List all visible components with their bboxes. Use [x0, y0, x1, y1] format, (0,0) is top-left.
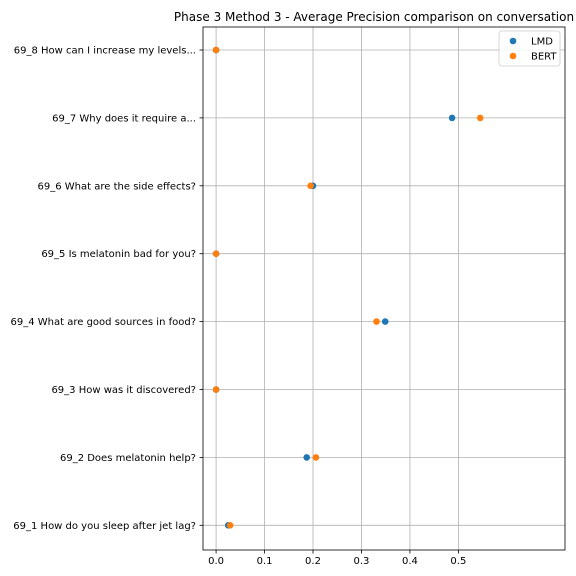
legend-marker-lmd [509, 37, 517, 45]
data-point-bert [307, 182, 314, 190]
data-point-bert [476, 114, 484, 122]
grid-lines [203, 27, 565, 550]
x-tick-label: 0.0 [208, 556, 224, 567]
y-tick-label: 69_7 Why does it require a... [52, 113, 196, 124]
x-tick-label: 0.4 [402, 556, 418, 567]
x-tick-label: 0.5 [450, 556, 466, 567]
y-tick-label: 69_5 Is melatonin bad for you? [41, 249, 196, 260]
data-point-bert [312, 454, 320, 461]
x-tick-label: 0.3 [354, 556, 370, 567]
x-tick-label: 0.1 [257, 556, 273, 567]
y-axis: 69_8 How can I increase my levels... 69_7… [11, 46, 203, 532]
x-axis: 0.0 0.1 0.2 0.3 0.4 0.5 [208, 550, 466, 567]
data-point-bert [212, 250, 220, 257]
data-point-lmd [448, 114, 456, 122]
legend: LMD BERT [498, 30, 561, 67]
y-tick-label: 69_1 How do you sleep after jet lag? [13, 521, 196, 532]
y-tick-label: 69_3 How was it discovered? [51, 385, 196, 396]
y-tick-label: 69_8 How can I increase my levels... [14, 46, 196, 57]
data-point-bert [373, 318, 380, 325]
y-tick-label: 69_4 What are good sources in food? [11, 317, 196, 328]
y-tick-label: 69_6 What are the side effects? [38, 181, 196, 192]
legend-label-bert: BERT [531, 52, 557, 63]
data-point-lmd [303, 454, 311, 461]
chart-title: Phase 3 Method 3 - Average Precision com… [174, 10, 574, 24]
data-point-bert [212, 386, 220, 393]
legend-marker-bert [509, 52, 517, 60]
plot-frame [202, 26, 566, 551]
legend-label-lmd: LMD [531, 37, 553, 48]
y-tick-label: 69_2 Does melatonin help? [60, 453, 196, 464]
data-point-bert [212, 46, 220, 54]
data-point-bert [226, 522, 234, 529]
data-points [212, 46, 484, 529]
data-point-lmd [381, 318, 389, 325]
x-tick-label: 0.2 [305, 556, 321, 567]
